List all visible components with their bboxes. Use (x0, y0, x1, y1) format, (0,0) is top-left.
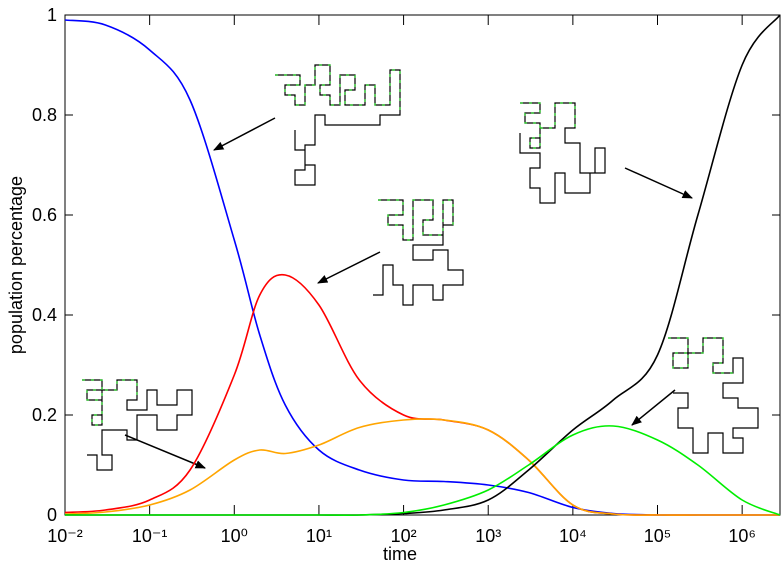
x-tick-label: 10⁵ (644, 526, 671, 546)
x-tick-label: 10³ (475, 526, 501, 546)
y-tick-label: 0.2 (32, 405, 57, 425)
y-axis-label: population percentage (6, 176, 26, 354)
inset-structure (82, 379, 193, 471)
x-tick-label: 10⁰ (221, 526, 248, 546)
inset-structure (275, 64, 401, 186)
arrow (624, 167, 693, 199)
inset-structure (668, 337, 759, 454)
inset-structure (373, 199, 464, 306)
arrow (631, 389, 676, 426)
x-axis-label: time (383, 544, 417, 564)
y-tick-label: 0.6 (32, 205, 57, 225)
arrow (124, 434, 206, 469)
y-tick-label: 0 (47, 505, 57, 525)
x-tick-label: 10² (391, 526, 417, 546)
series-line (65, 425, 781, 516)
series-line (64, 418, 780, 516)
x-tick-label: 10⁻² (47, 526, 83, 546)
y-tick-label: 0.4 (32, 305, 57, 325)
arrow (213, 117, 276, 151)
y-tick-label: 1 (47, 5, 57, 25)
x-tick-label: 10⁴ (559, 526, 587, 546)
plot-frame (64, 14, 781, 516)
insets (82, 64, 759, 471)
x-tick-label: 10⁶ (728, 526, 755, 546)
inset-structure (519, 102, 606, 204)
y-tick-label: 0.8 (32, 105, 57, 125)
x-tick-label: 10¹ (306, 526, 332, 546)
arrow (317, 251, 381, 284)
series-line (64, 19, 780, 516)
series-line (65, 14, 781, 516)
x-tick-label: 10⁻¹ (132, 526, 168, 546)
